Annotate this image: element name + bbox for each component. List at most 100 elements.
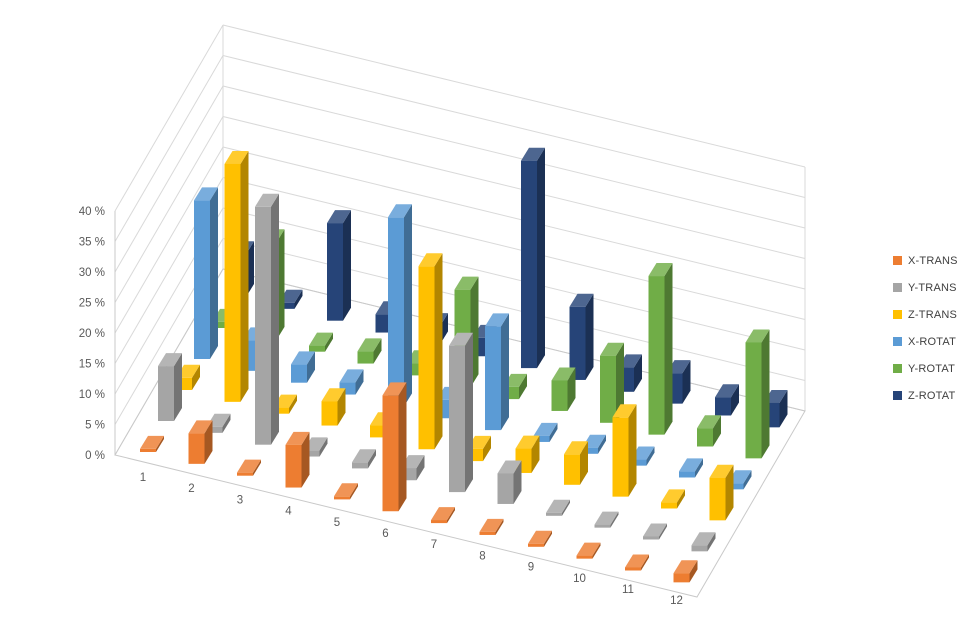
bar-z-trans-cat4-face <box>321 388 346 402</box>
legend-item-x-rotat: X-ROTAT <box>893 328 958 355</box>
legend-label: Z-ROTAT <box>908 389 956 402</box>
bar-y-trans-cat8 <box>497 460 522 504</box>
back-wall-gridline <box>222 24 806 168</box>
bar-y-rotat-cat3 <box>309 332 333 352</box>
category-label: 3 <box>237 494 243 506</box>
bar-z-trans-cat10-face <box>612 417 629 497</box>
bar-y-trans-cat4-face <box>303 450 320 457</box>
bar-x-rotat-cat11-face <box>695 458 703 478</box>
bar-x-rotat-cat7-face <box>501 313 509 431</box>
bar-y-rotat-cat10-face <box>648 276 665 435</box>
bar-x-trans-cat2-face <box>188 420 213 434</box>
bar-x-trans-cat10-face <box>576 555 593 559</box>
legend: X-TRANS Y-TRANS Z-TRANS X-ROTAT Y-ROTAT Z-ROT… <box>893 247 958 409</box>
bar-z-trans-cat11-face <box>661 502 677 509</box>
bar-z-trans-cat1-face <box>192 364 200 390</box>
bar-y-rotat-cat3-face <box>325 332 333 352</box>
legend-item-y-rotat: Y-ROTAT <box>893 355 958 382</box>
bar-z-rotat-cat2-face <box>294 289 303 309</box>
category-label: 1 <box>140 472 146 484</box>
bar-y-rotat-cat3-face <box>309 332 333 346</box>
bar-z-rotat-cat11-face <box>715 384 739 398</box>
bar-z-rotat-cat4-face <box>375 314 392 333</box>
bar-x-trans-cat7-face <box>431 520 447 524</box>
back-wall-gridline <box>222 85 806 229</box>
bar-z-trans-cat6-face <box>418 266 435 450</box>
bar-z-rotat-cat3-face <box>327 223 343 321</box>
bar-y-trans-cat7-face <box>449 345 465 493</box>
bar-x-rotat-cat5 <box>388 204 412 407</box>
bar-y-rotat-cat9-face <box>616 342 624 423</box>
bar-x-trans-cat2-face <box>204 420 213 464</box>
legend-swatch-y-rotat <box>893 364 902 373</box>
bar-z-rotat-cat2-face <box>278 302 295 309</box>
bar-z-trans-cat11-face <box>677 489 685 509</box>
bar-y-rotat-cat11 <box>697 415 721 447</box>
bar-z-trans-cat4 <box>321 388 346 426</box>
bar-x-rotat-cat1-face <box>194 187 218 201</box>
bar-y-trans-cat2-face <box>222 413 231 433</box>
bar-x-trans-cat10-face <box>592 542 601 559</box>
bar-z-rotat-cat8 <box>569 293 594 380</box>
bar-z-rotat-cat11-face <box>715 397 731 416</box>
legend-label: Z-TRANS <box>908 308 958 321</box>
bar-z-trans-cat10-face <box>612 404 637 418</box>
bar-z-trans-cat2 <box>224 151 249 402</box>
bar-z-rotat-cat3 <box>327 210 351 321</box>
bar-y-trans-cat10 <box>594 511 619 528</box>
bar-z-rotat-cat8-face <box>569 293 594 307</box>
bar-x-rotat-cat11-face <box>679 458 703 472</box>
bar-x-trans-cat6-face <box>382 382 407 396</box>
bar-x-rotat-cat7-face <box>485 326 501 431</box>
bar-x-rotat-cat3-face <box>291 364 307 383</box>
bar-x-rotat-cat5-face <box>404 204 412 407</box>
bar-x-trans-cat7-face <box>431 507 455 521</box>
bar-y-rotat-cat9-face <box>600 342 624 356</box>
bar-z-rotat-cat7-face <box>521 160 537 369</box>
bar-y-trans-cat4-face <box>319 437 328 457</box>
bar-y-trans-cat12-face <box>707 532 716 552</box>
bar-x-trans-cat5 <box>334 483 358 500</box>
legend-swatch-x-rotat <box>893 337 902 346</box>
category-label: 2 <box>188 483 194 495</box>
bar-z-trans-cat12-face <box>709 477 726 521</box>
bar-y-trans-cat3 <box>255 193 279 445</box>
category-label: 7 <box>431 539 437 551</box>
bar-x-rotat-cat4-face <box>355 369 364 395</box>
category-label: 4 <box>285 506 292 518</box>
bar-y-rotat-cat12-face <box>745 329 770 343</box>
bar-y-trans-cat7-face <box>449 332 473 346</box>
bar-y-trans-cat9-face <box>546 512 562 516</box>
bar-x-rotat-cat9-face <box>598 434 606 454</box>
bar-z-trans-cat6 <box>418 253 443 450</box>
bar-y-trans-cat11 <box>643 523 667 540</box>
bar-x-trans-cat3-face <box>253 459 261 476</box>
bar-x-trans-cat9-face <box>528 530 552 544</box>
bar-x-rotat-cat8 <box>533 422 558 442</box>
y-axis-tick-label: 20 % <box>79 328 105 340</box>
bar-x-trans-cat5-face <box>350 483 358 500</box>
bar-y-trans-cat7 <box>449 332 473 493</box>
bar-x-rotat-cat10-face <box>630 459 647 466</box>
bar-y-trans-cat9-face <box>562 499 570 516</box>
bar-z-rotat-cat10-face <box>682 360 691 404</box>
bar-x-trans-cat7-face <box>447 507 455 524</box>
bar-y-trans-cat1-face <box>158 366 174 421</box>
bar-y-trans-cat5 <box>352 449 376 469</box>
category-label: 12 <box>670 595 683 607</box>
bar-y-rotat-cat3-face <box>309 345 325 352</box>
y-axis-tick-label: 0 % <box>85 450 105 462</box>
bar-y-trans-cat9-face <box>546 499 570 513</box>
bar-x-trans-cat8-face <box>495 518 504 535</box>
bar-y-trans-cat10-face <box>594 511 619 525</box>
bar-x-trans-cat6-face <box>382 395 399 512</box>
bar-x-rotat-cat8-face <box>533 435 550 442</box>
bar-y-rotat-cat8-face <box>551 380 568 411</box>
bar-y-trans-cat1-face <box>158 353 182 367</box>
y-axis-tick-label: 15 % <box>79 359 105 371</box>
bar-x-trans-cat2 <box>188 420 213 464</box>
legend-swatch-x-trans <box>893 256 902 265</box>
y-axis-tick-label: 35 % <box>79 237 105 249</box>
